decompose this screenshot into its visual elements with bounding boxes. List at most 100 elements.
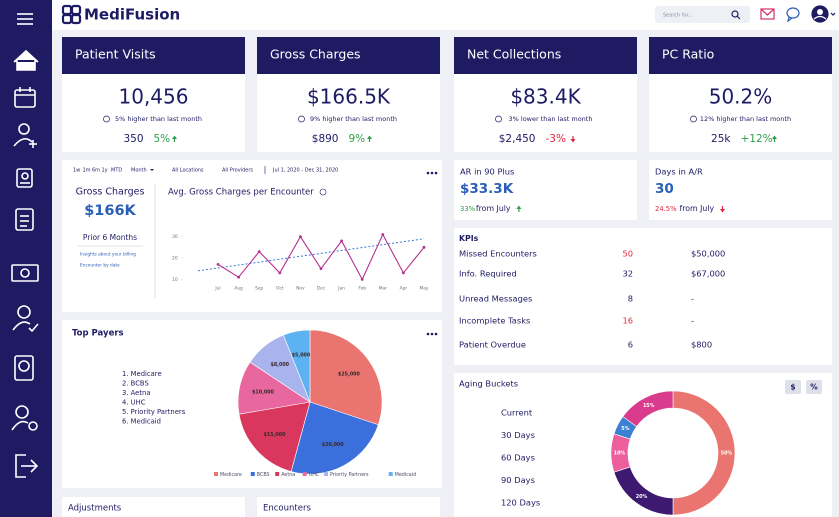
kpi-change-text: 9% higher than last month <box>310 115 397 123</box>
ar-value: 30 <box>655 181 674 197</box>
kpi-change-icon <box>103 115 110 123</box>
avatar[interactable] <box>811 5 836 23</box>
series-point <box>278 271 282 275</box>
kpi-row-amount: - <box>691 294 694 304</box>
add-user-icon[interactable] <box>13 123 37 148</box>
donut-segment-label: 20% <box>636 494 648 500</box>
menu-icon[interactable] <box>17 13 33 25</box>
top-icons <box>731 5 836 23</box>
user-settings-icon[interactable] <box>11 405 38 431</box>
legend-swatch <box>302 472 307 476</box>
panel-title: Aging Buckets <box>459 379 518 389</box>
toggle-button-label: % <box>810 383 818 392</box>
kpi-title: Net Collections <box>467 47 561 62</box>
pie-slice-label: $10,000 <box>252 390 275 396</box>
x-tick-label: Aug <box>234 286 243 292</box>
kpi-amount: $2,450 <box>499 133 536 145</box>
logout-icon[interactable] <box>15 454 39 478</box>
pie-slice-label: $20,000 <box>322 442 345 448</box>
legend-swatch <box>214 472 218 476</box>
donut-segment-label: 15% <box>643 403 655 409</box>
toggle-button[interactable] <box>806 380 822 394</box>
donut-segment-label: 10% <box>614 451 626 457</box>
legend-label: Medicaid <box>395 472 416 478</box>
bucket-label: Current <box>501 408 533 418</box>
ar-change: 33% <box>460 205 476 213</box>
x-tick-label: Feb <box>358 286 366 292</box>
more-dot[interactable] <box>434 332 438 336</box>
series-point <box>381 233 385 236</box>
bottom-card-title: Adjustments <box>68 504 122 514</box>
more-dot[interactable] <box>430 171 434 175</box>
x-tick-label: May <box>420 286 429 292</box>
x-tick-label: Mar <box>379 286 387 292</box>
kpi-title: Patient Visits <box>75 47 156 62</box>
kpi-row-label: Patient Overdue <box>459 340 526 350</box>
report-icon[interactable] <box>14 355 34 381</box>
payer-list-item: 2. BCBS <box>122 380 149 388</box>
trend-arrow <box>570 139 576 143</box>
x-tick-label: Sep <box>255 286 263 292</box>
pie-slice <box>290 401 379 475</box>
search-icon[interactable] <box>731 10 741 20</box>
kpi-row-count: 6 <box>628 340 633 350</box>
range-filter: 1y <box>102 168 108 174</box>
prior-label: Prior 6 Months <box>83 233 137 242</box>
kpi-value: 50.2% <box>709 85 773 109</box>
legend-swatch <box>324 472 328 476</box>
kpi-change-text: 3% lower than last month <box>509 115 593 123</box>
panel-title: KPIs <box>459 234 479 243</box>
kpi-body <box>62 74 245 152</box>
series-point <box>402 271 405 275</box>
more-dot[interactable] <box>430 332 434 336</box>
series-point <box>360 277 364 281</box>
mail-icon[interactable] <box>760 8 775 20</box>
kpi-row-label: Unread Messages <box>459 294 532 304</box>
bucket-label: 120 Days <box>501 498 540 508</box>
kpi-row-count: 8 <box>628 294 633 304</box>
kpi-body <box>257 74 440 152</box>
dropdown-caret <box>150 169 154 171</box>
y-tick-label: 10 <box>172 277 178 283</box>
kpi-change-icon <box>298 115 305 123</box>
kpi-change-icon <box>495 115 502 123</box>
range-filter: MTD <box>111 168 122 174</box>
donut-segment <box>622 390 674 427</box>
kpi-change-text: 12% higher than last month <box>700 115 791 123</box>
user-check-icon[interactable] <box>12 305 39 333</box>
ar-change: 24.5% <box>655 205 677 213</box>
pie-slice <box>309 329 383 426</box>
trend-arrow <box>516 205 522 209</box>
scan-icon[interactable] <box>16 168 33 188</box>
kpis-panel <box>454 228 832 365</box>
gross-panel <box>62 160 442 312</box>
toggle-button[interactable] <box>785 380 801 394</box>
ar-suffix: from July <box>476 204 511 213</box>
clipboard-icon[interactable] <box>15 208 34 231</box>
donut-segment-label: 5% <box>621 426 629 432</box>
payer-list-item: 1. Medicare <box>122 370 162 378</box>
more-dot[interactable] <box>434 171 438 175</box>
search-box[interactable] <box>655 6 750 23</box>
kpi-row-label: Info. Required <box>459 269 517 279</box>
series-point <box>237 275 241 279</box>
billing-icon[interactable] <box>11 264 39 282</box>
x-tick-label: Nov <box>296 286 305 292</box>
search-placeholder: Search for... <box>663 13 693 19</box>
legend-label: BCBS <box>257 472 270 478</box>
more-dot[interactable] <box>426 332 430 336</box>
calendar-icon[interactable] <box>14 87 36 108</box>
series-point <box>299 235 302 239</box>
series-point <box>340 239 343 243</box>
x-tick-label: Jan <box>337 286 345 292</box>
home-icon[interactable] <box>13 49 39 71</box>
kpi-value: $83.4K <box>510 85 581 109</box>
more-dot[interactable] <box>426 171 430 175</box>
chat-icon[interactable] <box>786 7 800 23</box>
ar-title: AR in 90 Plus <box>460 167 514 177</box>
kpi-body <box>454 74 637 152</box>
location-filter: All Locations <box>172 168 204 174</box>
kpi-row-count: 50 <box>622 249 633 259</box>
kpi-title: PC Ratio <box>662 47 714 62</box>
